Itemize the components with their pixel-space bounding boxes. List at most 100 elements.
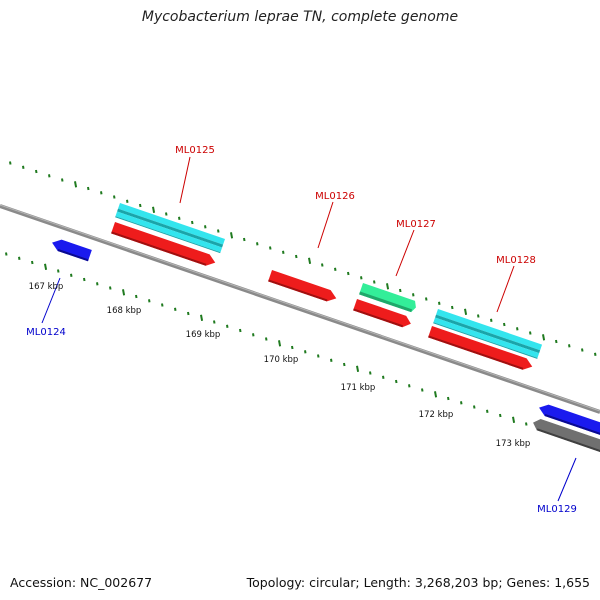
map-title: Mycobacterium leprae TN, complete genome — [141, 9, 459, 25]
minor-tick — [486, 409, 489, 413]
minor-tick — [503, 322, 506, 327]
kbp-label-172: 172 kbp — [419, 410, 454, 420]
minor-tick — [291, 345, 294, 350]
minor-tick — [113, 195, 116, 199]
minor-tick — [187, 311, 190, 316]
minor-tick — [174, 307, 177, 311]
major-tick — [386, 283, 390, 290]
minor-tick — [139, 203, 142, 208]
minor-tick — [48, 174, 51, 178]
kbp-label-168: 168 kbp — [107, 306, 142, 316]
kbp-label-171: 171 kbp — [341, 383, 376, 393]
major-tick — [512, 416, 516, 423]
minor-tick — [269, 246, 272, 250]
accession-text: Accession: NC_002677 — [10, 575, 153, 590]
ml0128-leader — [496, 265, 515, 313]
minor-tick — [109, 286, 112, 290]
gene-label-ml0127[interactable]: ML0127 — [396, 219, 436, 230]
minor-tick — [161, 303, 164, 307]
minor-tick — [360, 276, 363, 280]
minor-tick — [399, 288, 402, 293]
gene-ml0128-cds[interactable] — [433, 309, 543, 359]
genome-backbone — [0, 204, 600, 414]
minor-tick — [555, 339, 558, 344]
minor-tick — [213, 320, 216, 324]
minor-tick — [100, 191, 103, 195]
ml0125-leader — [179, 156, 191, 204]
minor-tick — [239, 328, 242, 333]
minor-tick — [334, 267, 337, 271]
minor-tick — [165, 212, 168, 216]
genome-backbone-highlight — [0, 204, 600, 412]
minor-tick — [529, 331, 532, 335]
kbp-label-170: 170 kbp — [264, 355, 299, 365]
minor-tick — [22, 165, 25, 169]
gene-ml0124-arrow[interactable] — [50, 237, 92, 262]
minor-tick — [18, 256, 21, 260]
major-tick — [542, 334, 546, 341]
ml0127-leader — [395, 229, 415, 277]
minor-tick — [373, 280, 376, 284]
major-tick — [356, 365, 360, 372]
minor-tick — [516, 327, 519, 331]
minor-tick — [343, 362, 346, 367]
ml0124-leader — [41, 277, 61, 324]
gene-label-ml0129[interactable]: ML0129 — [537, 504, 577, 515]
minor-tick — [460, 401, 463, 405]
minor-tick — [321, 263, 324, 267]
minor-tick — [282, 250, 285, 254]
major-tick — [152, 206, 156, 213]
minor-tick — [5, 252, 8, 256]
gene-ml0125-cds[interactable] — [115, 203, 226, 254]
pseudogene-band[interactable] — [531, 417, 600, 458]
minor-tick — [265, 337, 268, 341]
minor-tick — [83, 277, 86, 282]
minor-tick — [594, 352, 597, 356]
minor-tick — [148, 299, 151, 303]
minor-tick — [421, 388, 424, 392]
gene-ml0127-arrow[interactable] — [353, 299, 413, 329]
minor-tick — [490, 318, 493, 322]
minor-tick — [31, 260, 34, 265]
minor-tick — [243, 237, 246, 242]
major-tick — [278, 340, 282, 347]
gene-ml0128-arrow[interactable] — [428, 326, 534, 372]
minor-tick — [217, 229, 220, 233]
minor-tick — [425, 297, 428, 301]
kbp-label-169: 169 kbp — [186, 330, 221, 340]
minor-tick — [191, 220, 194, 225]
minor-tick — [451, 305, 454, 310]
minor-tick — [477, 314, 480, 318]
minor-tick — [9, 161, 12, 165]
minor-tick — [252, 333, 255, 337]
minor-tick — [87, 186, 90, 191]
minor-tick — [447, 396, 450, 401]
ml0126-leader — [317, 201, 334, 249]
minor-tick — [525, 422, 528, 426]
gene-label-ml0126[interactable]: ML0126 — [315, 191, 355, 202]
minor-tick — [304, 350, 307, 354]
minor-tick — [126, 199, 129, 203]
gene-label-ml0128[interactable]: ML0128 — [496, 255, 536, 266]
minor-tick — [178, 216, 181, 220]
gene-ml0129-arrow[interactable] — [537, 402, 600, 440]
minor-tick — [369, 371, 372, 375]
minor-tick — [499, 413, 502, 418]
minor-tick — [317, 354, 320, 358]
genome-summary-text: Topology: circular; Length: 3,268,203 bp… — [246, 575, 590, 590]
gene-label-ml0125[interactable]: ML0125 — [175, 145, 215, 156]
minor-tick — [70, 273, 73, 277]
major-tick — [200, 314, 204, 321]
minor-tick — [568, 344, 571, 348]
gene-ml0127-band[interactable] — [359, 283, 418, 313]
minor-tick — [96, 282, 99, 286]
major-tick — [122, 289, 126, 296]
major-tick — [230, 232, 234, 239]
minor-tick — [135, 294, 138, 299]
major-tick — [74, 181, 78, 188]
minor-tick — [204, 225, 207, 229]
gene-label-ml0124[interactable]: ML0124 — [26, 327, 66, 338]
gene-ml0126-arrow[interactable] — [268, 270, 338, 304]
minor-tick — [330, 358, 333, 362]
gene-ml0125-arrow[interactable] — [111, 222, 217, 268]
